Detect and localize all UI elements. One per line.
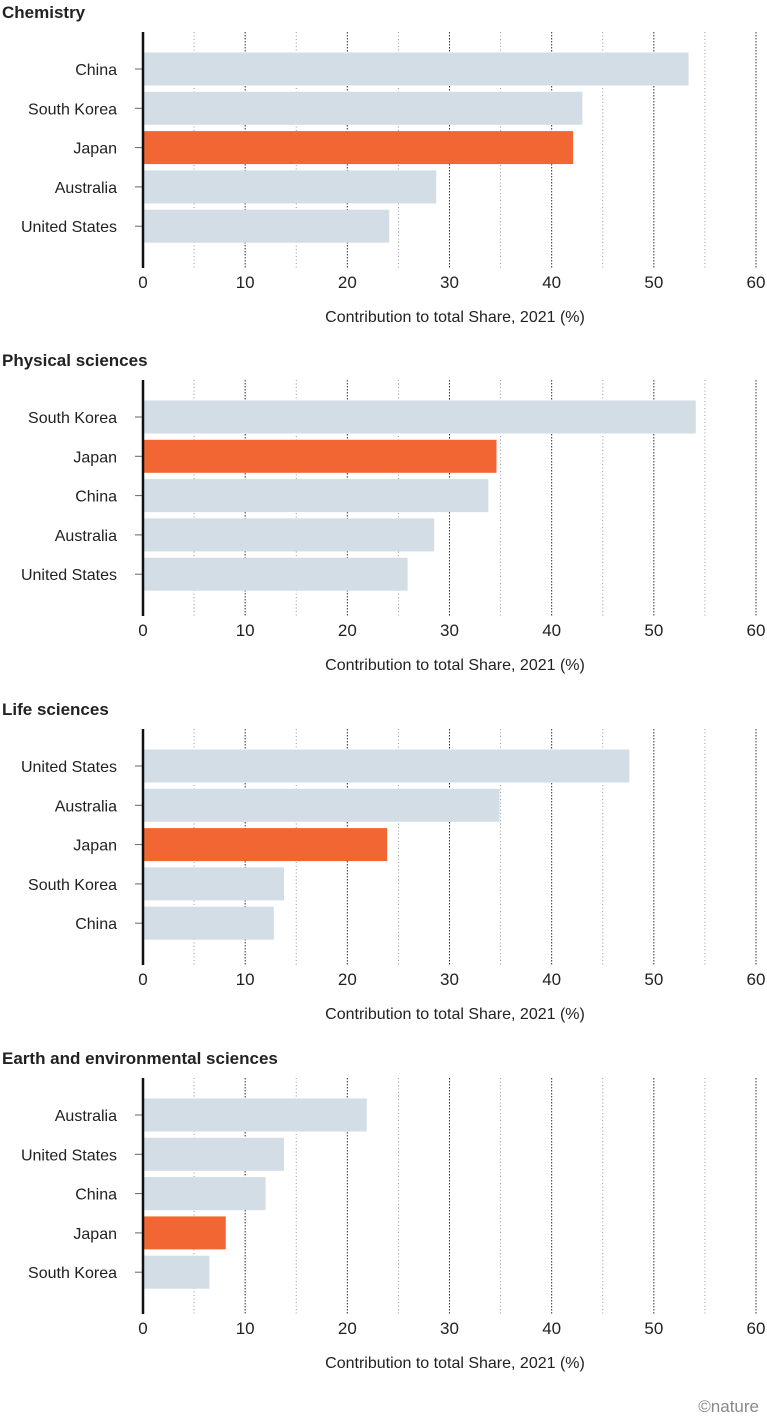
x-tick-label: 50 — [644, 621, 663, 640]
x-tick-label: 10 — [236, 1319, 255, 1338]
chart-panel: Earth and environmental sciences Australi… — [0, 1046, 767, 1395]
x-tick-label: 30 — [440, 1319, 459, 1338]
category-label: Australia — [55, 180, 117, 197]
bar-chart: Life sciences United States Australia Japan… — [2, 700, 766, 1023]
bar — [143, 1098, 367, 1132]
bar-chart: Earth and environmental sciences Australi… — [2, 1049, 766, 1372]
x-tick-label: 0 — [138, 273, 147, 292]
x-tick-label: 10 — [236, 273, 255, 292]
x-tick-label: 10 — [236, 621, 255, 640]
bar — [143, 749, 630, 783]
x-tick-label: 50 — [644, 970, 663, 989]
bar-chart: Physical sciences South Korea Japan China Au… — [2, 351, 766, 674]
x-tick-label: 20 — [338, 621, 357, 640]
bar — [143, 1137, 284, 1171]
bar — [143, 400, 696, 434]
bar-chart: Chemistry China South Korea Japan Australia U… — [2, 3, 766, 326]
chart-panel: Chemistry China South Korea Japan Australia U… — [0, 0, 767, 349]
x-tick-label: 40 — [542, 970, 561, 989]
x-axis-label: Contribution to total Share, 2021 (%) — [325, 1006, 585, 1023]
x-tick-label: 30 — [440, 273, 459, 292]
chart-title: Earth and environmental sciences — [2, 1049, 278, 1068]
x-tick-label: 60 — [747, 1319, 766, 1338]
chart-title: Chemistry — [2, 3, 86, 22]
x-tick-label: 50 — [644, 273, 663, 292]
bar — [143, 439, 497, 473]
x-axis-label: Contribution to total Share, 2021 (%) — [325, 657, 585, 674]
x-tick-label: 60 — [747, 621, 766, 640]
bar — [143, 1255, 210, 1289]
bar — [143, 91, 583, 125]
category-label: South Korea — [28, 877, 117, 894]
chart-panel: Physical sciences South Korea Japan China Au… — [0, 348, 767, 697]
bar — [143, 1216, 226, 1250]
x-tick-label: 20 — [338, 1319, 357, 1338]
x-tick-label: 0 — [138, 621, 147, 640]
category-label: China — [75, 916, 117, 933]
x-tick-label: 60 — [747, 970, 766, 989]
category-label: Japan — [73, 141, 117, 158]
category-label: United States — [21, 219, 117, 236]
x-tick-label: 0 — [138, 970, 147, 989]
category-label: China — [75, 62, 117, 79]
category-label: Japan — [73, 838, 117, 855]
bar — [143, 788, 500, 822]
category-label: China — [75, 1187, 117, 1204]
x-tick-label: 40 — [542, 273, 561, 292]
x-tick-label: 20 — [338, 273, 357, 292]
bar — [143, 906, 274, 940]
bar — [143, 1177, 266, 1211]
chart-panel: Life sciences United States Australia Japan… — [0, 697, 767, 1046]
x-tick-label: 40 — [542, 1319, 561, 1338]
category-label: Japan — [73, 449, 117, 466]
chart-title: Life sciences — [2, 700, 109, 719]
x-tick-label: 30 — [440, 621, 459, 640]
bar — [143, 867, 284, 901]
x-axis-label: Contribution to total Share, 2021 (%) — [325, 1355, 585, 1372]
nature-logo: ©nature — [698, 1397, 759, 1416]
category-label: United States — [21, 567, 117, 584]
bar — [143, 828, 388, 862]
bar — [143, 518, 435, 552]
x-tick-label: 50 — [644, 1319, 663, 1338]
category-label: United States — [21, 759, 117, 776]
category-label: Australia — [55, 1108, 117, 1125]
category-label: United States — [21, 1147, 117, 1164]
bar — [143, 170, 437, 204]
x-axis-label: Contribution to total Share, 2021 (%) — [325, 309, 585, 326]
x-tick-label: 60 — [747, 273, 766, 292]
bar — [143, 52, 689, 86]
x-tick-label: 0 — [138, 1319, 147, 1338]
x-tick-label: 30 — [440, 970, 459, 989]
bar — [143, 479, 489, 513]
bar — [143, 131, 574, 165]
category-label: South Korea — [28, 101, 117, 118]
chart-title: Physical sciences — [2, 351, 148, 370]
x-tick-label: 40 — [542, 621, 561, 640]
category-label: South Korea — [28, 1265, 117, 1282]
category-label: South Korea — [28, 410, 117, 427]
category-label: Australia — [55, 528, 117, 545]
category-label: Japan — [73, 1226, 117, 1243]
bar — [143, 557, 408, 591]
category-label: China — [75, 489, 117, 506]
bar — [143, 209, 390, 243]
category-label: Australia — [55, 798, 117, 815]
x-tick-label: 20 — [338, 970, 357, 989]
x-tick-label: 10 — [236, 970, 255, 989]
